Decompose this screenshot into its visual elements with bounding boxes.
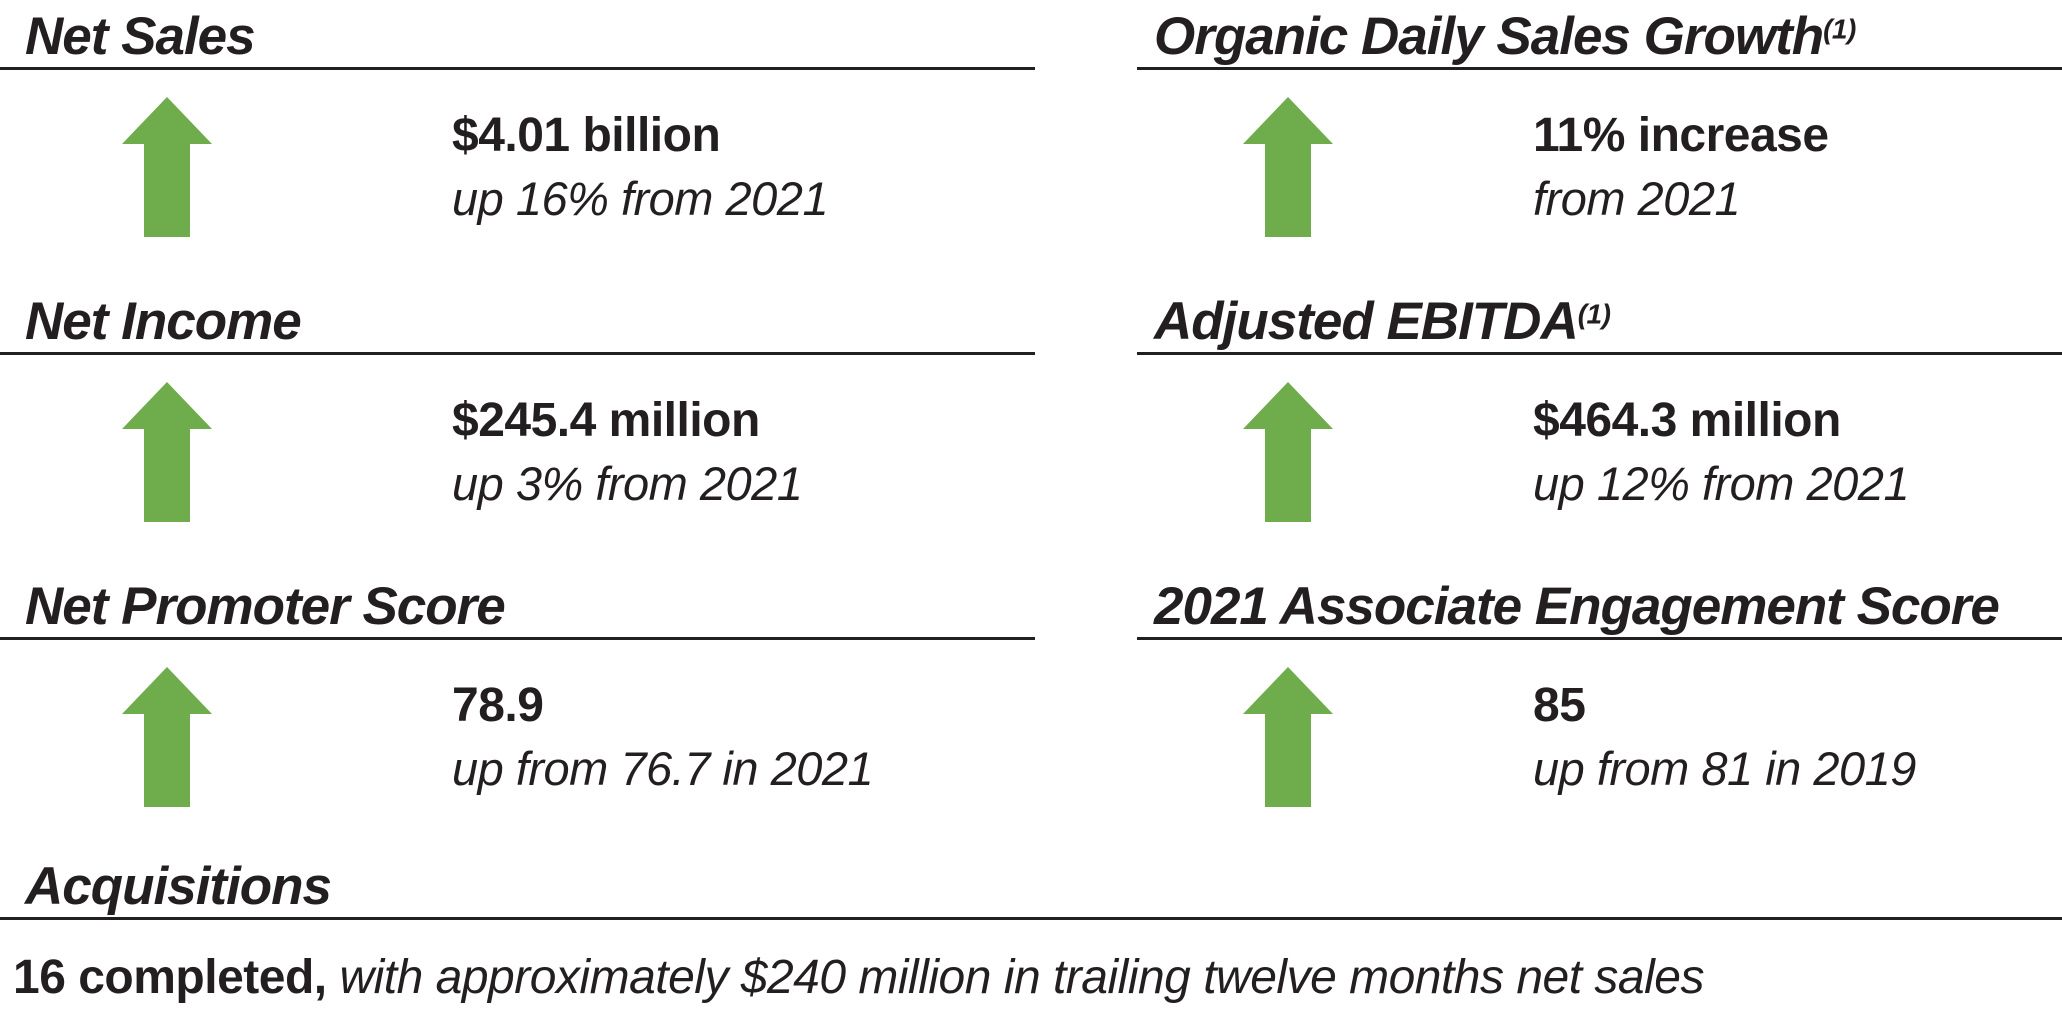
metric-title-text: Net Income: [25, 292, 302, 351]
up-arrow-shape: [1243, 667, 1333, 807]
metric-body: 85 up from 81 in 2019: [1137, 667, 2062, 807]
metric-value: 85: [1533, 679, 1586, 732]
metric-text: 11% increase from 2021: [1533, 104, 1829, 230]
metric-title: Net Income: [25, 292, 302, 351]
metric-subtext: up 3% from 2021: [452, 457, 803, 510]
metric-title: Net Sales: [25, 7, 256, 66]
metric-header: 2021 Associate Engagement Score: [1137, 570, 2062, 640]
metric-title-text: 2021 Associate Engagement Score: [1154, 577, 2000, 636]
up-arrow-icon: [1243, 382, 1333, 522]
metric-net-promoter-score: Net Promoter Score 78.9 up from 76.7 in …: [0, 570, 1035, 855]
metric-body: $4.01 billion up 16% from 2021: [0, 97, 1035, 237]
up-arrow-shape: [1243, 97, 1333, 237]
metric-title-text: Net Sales: [25, 7, 256, 66]
up-arrow-icon: [122, 97, 212, 237]
metrics-grid: Net Sales $4.01 billion up 16% from 2021…: [0, 0, 2062, 855]
metric-text: $245.4 million up 3% from 2021: [452, 389, 803, 515]
up-arrow-shape: [122, 97, 212, 237]
up-arrow-shape: [1243, 382, 1333, 522]
metric-value: $464.3 million: [1533, 394, 1841, 447]
metric-title: 2021 Associate Engagement Score: [1154, 577, 2000, 636]
metric-header: Net Promoter Score: [0, 570, 1035, 640]
metric-header: Net Sales: [0, 0, 1035, 70]
metric-net-sales: Net Sales $4.01 billion up 16% from 2021: [0, 0, 1035, 285]
metric-text: 85 up from 81 in 2019: [1533, 674, 1916, 800]
metric-value: 11% increase: [1533, 109, 1829, 162]
metric-text: 78.9 up from 76.7 in 2021: [452, 674, 874, 800]
metric-body: $464.3 million up 12% from 2021: [1137, 382, 2062, 522]
metric-text: $4.01 billion up 16% from 2021: [452, 104, 829, 230]
metric-value: 78.9: [452, 679, 544, 732]
up-arrow-shape: [122, 382, 212, 522]
metric-title-superscript: (1): [1577, 298, 1611, 330]
metric-body: 11% increase from 2021: [1137, 97, 2062, 237]
metric-body: $245.4 million up 3% from 2021: [0, 382, 1035, 522]
metric-net-income: Net Income $245.4 million up 3% from 202…: [0, 285, 1035, 570]
up-arrow-shape: [122, 667, 212, 807]
metric-body: 78.9 up from 76.7 in 2021: [0, 667, 1035, 807]
metric-subtext: up from 81 in 2019: [1533, 742, 1916, 795]
metric-title: Organic Daily Sales Growth(1): [1154, 10, 1856, 63]
metric-organic-daily-sales-growth: Organic Daily Sales Growth(1) 11% increa…: [1137, 0, 2062, 285]
acquisitions-title: Acquisitions: [25, 857, 332, 916]
metric-header: Net Income: [0, 285, 1035, 355]
metric-title: Adjusted EBITDA(1): [1154, 292, 1611, 351]
metric-title: Net Promoter Score: [25, 577, 506, 636]
acquisitions-detail: with approximately $240 million in trail…: [339, 951, 1704, 1004]
up-arrow-icon: [122, 382, 212, 522]
metric-title-text: Net Promoter Score: [25, 577, 506, 636]
metric-value: $4.01 billion: [452, 109, 721, 162]
metric-header: Adjusted EBITDA(1): [1137, 285, 2062, 355]
metric-title-superscript: (1): [1823, 13, 1856, 45]
metric-title-text: Organic Daily Sales Growth: [1154, 7, 1824, 66]
metric-adjusted-ebitda: Adjusted EBITDA(1) $464.3 million up 12%…: [1137, 285, 2062, 570]
metric-title-text: Adjusted EBITDA: [1154, 292, 1579, 351]
acquisitions-section: Acquisitions 16 completed, with approxim…: [0, 855, 2062, 1010]
acquisitions-text: 16 completed, with approximately $240 mi…: [13, 950, 2062, 1005]
metric-header: Organic Daily Sales Growth(1): [1137, 0, 2062, 70]
up-arrow-icon: [1243, 667, 1333, 807]
metric-subtext: from 2021: [1533, 172, 1741, 225]
metric-subtext: up from 76.7 in 2021: [452, 742, 874, 795]
acquisitions-count: 16 completed,: [13, 951, 327, 1004]
metric-text: $464.3 million up 12% from 2021: [1533, 389, 1910, 515]
acquisitions-header: Acquisitions: [0, 855, 2062, 920]
metric-subtext: up 16% from 2021: [452, 172, 829, 225]
up-arrow-icon: [122, 667, 212, 807]
metric-value: $245.4 million: [452, 394, 760, 447]
metric-associate-engagement-score: 2021 Associate Engagement Score 85 up fr…: [1137, 570, 2062, 855]
metric-subtext: up 12% from 2021: [1533, 457, 1910, 510]
up-arrow-icon: [1243, 97, 1333, 237]
